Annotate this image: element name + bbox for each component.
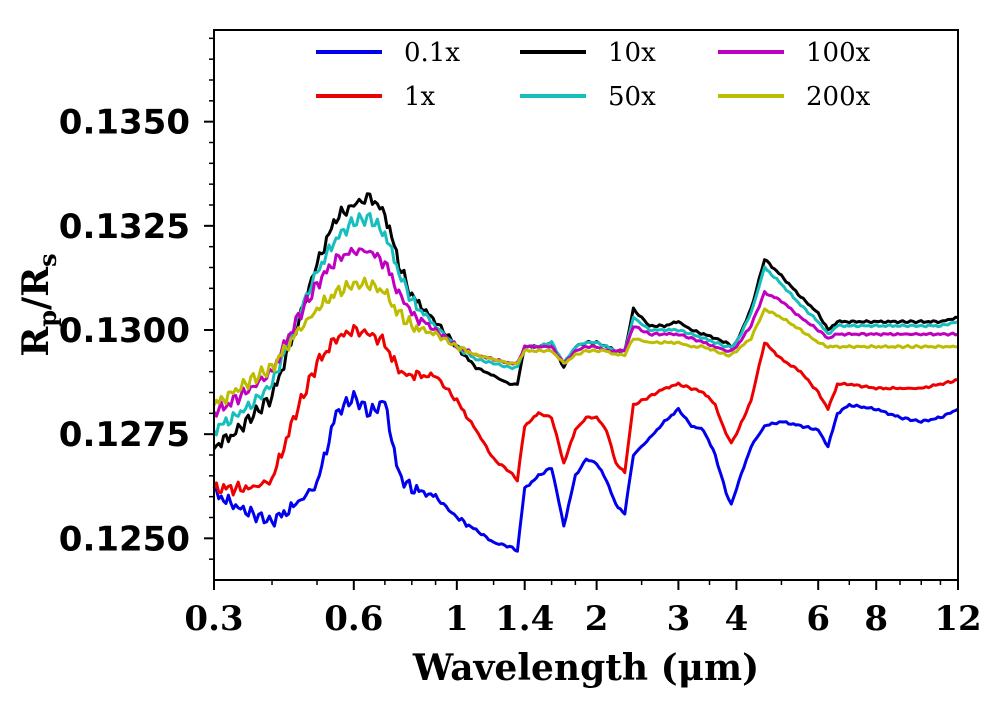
x-tick-label: 1 bbox=[445, 599, 469, 639]
legend-item-200x: 200x bbox=[718, 82, 871, 112]
y-label-sub-s: s bbox=[33, 253, 62, 267]
y-tick-label: 0.1325 bbox=[59, 207, 190, 247]
legend-label: 100x bbox=[806, 38, 871, 68]
series-line-0.1x bbox=[213, 390, 959, 553]
minor-ticks bbox=[209, 37, 942, 585]
series-line-10x bbox=[212, 192, 959, 450]
legend-item-100x: 100x bbox=[718, 38, 871, 68]
x-tick-label: 6 bbox=[806, 599, 830, 639]
x-tick-label: 0.3 bbox=[184, 599, 243, 639]
y-tick-label: 0.1275 bbox=[59, 415, 190, 455]
y-tick-label: 0.1350 bbox=[59, 103, 190, 143]
series-line-100x bbox=[212, 246, 959, 418]
y-axis-label: Rp/Rs bbox=[15, 253, 62, 356]
x-tick-label: 8 bbox=[864, 599, 888, 639]
y-label-r: R bbox=[15, 326, 57, 357]
legend-item-50x: 50x bbox=[520, 82, 656, 112]
x-tick-label: 4 bbox=[725, 599, 749, 639]
x-tick-label: 0.6 bbox=[324, 599, 383, 639]
plot-frame bbox=[213, 29, 959, 581]
legend-label: 0.1x bbox=[404, 38, 460, 68]
legend-label: 200x bbox=[806, 82, 871, 112]
series-line-50x bbox=[212, 211, 959, 437]
legend: 0.1x 1x 10x 50x 100x 200x bbox=[316, 38, 871, 112]
legend-item-0.1x: 0.1x bbox=[316, 38, 460, 68]
x-tick-label: 2 bbox=[585, 599, 609, 639]
y-label-slash-r: /R bbox=[15, 266, 57, 310]
legend-label: 1x bbox=[404, 82, 436, 112]
series-layer bbox=[212, 192, 959, 553]
legend-item-1x: 1x bbox=[316, 82, 436, 112]
x-axis: 0.3 0.6 1 1.4 2 3 4 6 8 12 bbox=[184, 580, 982, 639]
series-line-200x bbox=[212, 276, 959, 406]
legend-label: 50x bbox=[608, 82, 656, 112]
y-tick-label: 0.1300 bbox=[59, 311, 190, 351]
x-tick-label: 3 bbox=[667, 599, 691, 639]
y-axis: 0.1250 0.1275 0.1300 0.1325 0.1350 bbox=[59, 103, 214, 559]
y-label-sub-p: p bbox=[33, 310, 62, 327]
legend-item-10x: 10x bbox=[520, 38, 656, 68]
series-line-1x bbox=[212, 324, 959, 497]
x-tick-label: 1.4 bbox=[495, 599, 554, 639]
y-tick-label: 0.1250 bbox=[59, 519, 190, 559]
legend-label: 10x bbox=[608, 38, 656, 68]
x-axis-label: Wavelength (μm) bbox=[412, 647, 759, 689]
svg-text:Rp/Rs: Rp/Rs bbox=[15, 253, 62, 356]
x-tick-label: 12 bbox=[934, 599, 981, 639]
